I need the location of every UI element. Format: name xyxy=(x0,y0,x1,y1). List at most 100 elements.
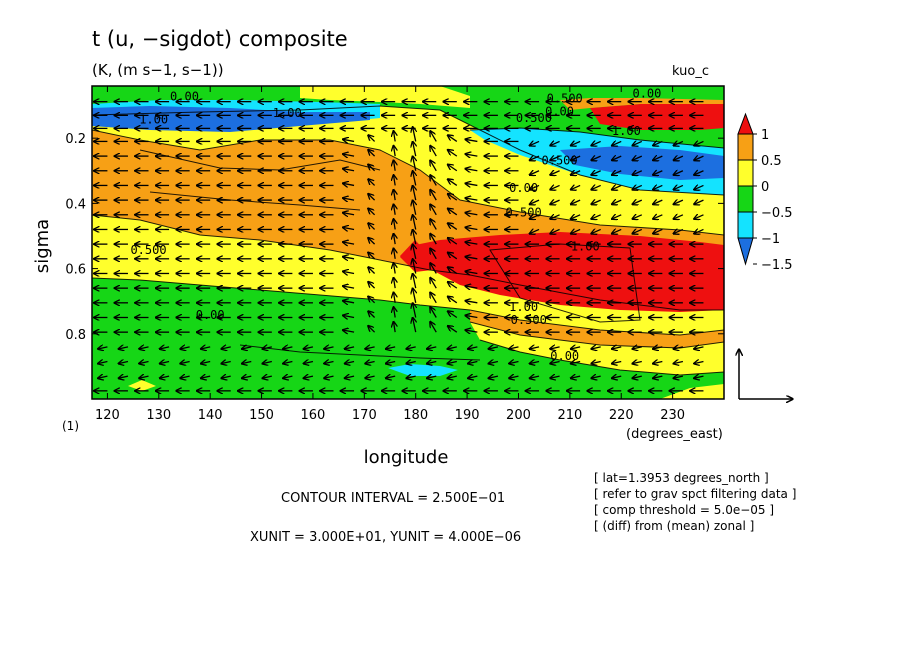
wind-arrow xyxy=(368,150,376,157)
wind-arrow xyxy=(430,146,437,157)
wind-arrow xyxy=(242,376,252,378)
contour-label: 0.500 xyxy=(516,111,552,125)
wind-arrow xyxy=(368,282,376,289)
x-tick-label: 230 xyxy=(660,408,685,423)
wind-arrow xyxy=(368,326,376,333)
wind-arrow xyxy=(343,139,355,141)
wind-arrow xyxy=(304,347,314,349)
wind-arrow xyxy=(592,200,601,204)
wind-arrow xyxy=(430,307,437,318)
wind-arrow xyxy=(489,362,499,364)
band-red-upper xyxy=(590,104,724,130)
wind-arrow xyxy=(530,200,540,204)
wind-arrow xyxy=(343,257,355,259)
wind-arrow xyxy=(394,234,396,245)
wind-arrow xyxy=(140,376,149,378)
wind-arrow xyxy=(413,201,416,215)
wind-arrow xyxy=(448,165,458,172)
wind-arrow xyxy=(612,347,622,349)
wind-arrow xyxy=(413,186,416,201)
contour-field xyxy=(92,86,724,399)
wind-arrow xyxy=(407,376,416,378)
wind-arrow xyxy=(612,171,622,175)
wind-arrow xyxy=(466,139,478,141)
wind-arrow xyxy=(413,157,416,171)
wind-arrow xyxy=(343,169,355,171)
wind-arrow xyxy=(674,185,684,189)
contour-label: 0.00 xyxy=(170,90,199,104)
wind-arrow xyxy=(466,330,478,332)
wind-arrow xyxy=(468,376,478,378)
wind-arrow xyxy=(551,229,560,233)
contour-label: 0.00 xyxy=(632,86,661,100)
contour-labels: 0.001.00 1.000.500 0.000.000.5001.000.5000… xyxy=(130,86,661,362)
wind-arrow xyxy=(551,347,560,349)
wind-arrow xyxy=(551,141,560,145)
wind-arrow xyxy=(633,376,642,378)
wind-arrow xyxy=(592,347,601,349)
x-tick-label: 150 xyxy=(249,408,274,423)
wind-arrow xyxy=(448,282,458,289)
wind-arrow xyxy=(551,215,560,219)
wind-arrow xyxy=(394,293,396,303)
y-axis-label: sigma xyxy=(32,219,53,273)
wind-arrow xyxy=(653,141,663,145)
info-line-2: [ refer to grav spct filtering data ] xyxy=(594,487,796,501)
wind-arrow xyxy=(571,215,581,219)
wind-arrow xyxy=(324,376,334,378)
wind-arrow xyxy=(427,347,437,349)
wind-arrow xyxy=(633,362,642,364)
wind-arrow xyxy=(343,198,355,200)
wind-arrow xyxy=(571,347,581,349)
wind-arrow xyxy=(694,215,704,219)
wind-arrow xyxy=(612,362,622,364)
colorbar-bottom-arrow xyxy=(737,237,754,266)
band-orange-upper xyxy=(560,98,724,110)
wind-arrow xyxy=(612,141,622,145)
wind-arrow xyxy=(427,362,437,364)
contour-label: 0.00 xyxy=(196,308,225,322)
wind-arrow xyxy=(448,362,457,364)
wind-arrow xyxy=(181,362,190,364)
wind-arrow xyxy=(304,376,314,378)
wind-arrow xyxy=(551,171,560,175)
x-tick-label: 140 xyxy=(198,408,223,423)
colorbar-tick-label: −0.5 xyxy=(761,206,793,221)
y-tick-label: 0.8 xyxy=(65,328,86,343)
wind-arrow xyxy=(653,376,663,378)
wind-arrow xyxy=(466,183,478,185)
wind-arrow xyxy=(466,286,478,288)
contour-label: 0.500 xyxy=(511,313,547,327)
wind-arrow xyxy=(386,362,396,364)
wind-arrow xyxy=(394,146,396,157)
wind-arrow xyxy=(386,376,396,378)
contour-label: 1.00 xyxy=(612,124,641,138)
wind-arrow xyxy=(324,347,334,349)
wind-arrow xyxy=(407,347,416,349)
wind-arrow xyxy=(571,141,581,145)
wind-arrow xyxy=(694,185,704,189)
wind-arrow xyxy=(466,242,478,244)
wind-arrow xyxy=(653,347,663,349)
wind-arrow xyxy=(343,315,355,317)
wind-arrow xyxy=(466,169,478,171)
wind-arrow xyxy=(612,229,622,233)
wind-arrow xyxy=(551,376,560,378)
wind-arrow xyxy=(694,347,704,349)
wind-arrow xyxy=(222,347,231,349)
wind-arrow xyxy=(530,229,540,233)
wind-arrow xyxy=(430,278,437,289)
x-tick-label: 210 xyxy=(557,408,582,423)
info-line-1: [ lat=1.3953 degrees_north ] xyxy=(594,471,769,485)
wind-arrow xyxy=(413,303,416,318)
wind-arrow xyxy=(386,347,396,349)
wind-arrow xyxy=(466,213,478,215)
wind-arrow xyxy=(366,347,375,349)
wind-arrow xyxy=(394,249,396,259)
wind-arrow xyxy=(343,286,355,288)
wind-arrow xyxy=(368,311,376,318)
wind-arrow xyxy=(571,156,581,160)
wind-arrow xyxy=(345,347,355,349)
wind-arrow xyxy=(283,362,293,364)
